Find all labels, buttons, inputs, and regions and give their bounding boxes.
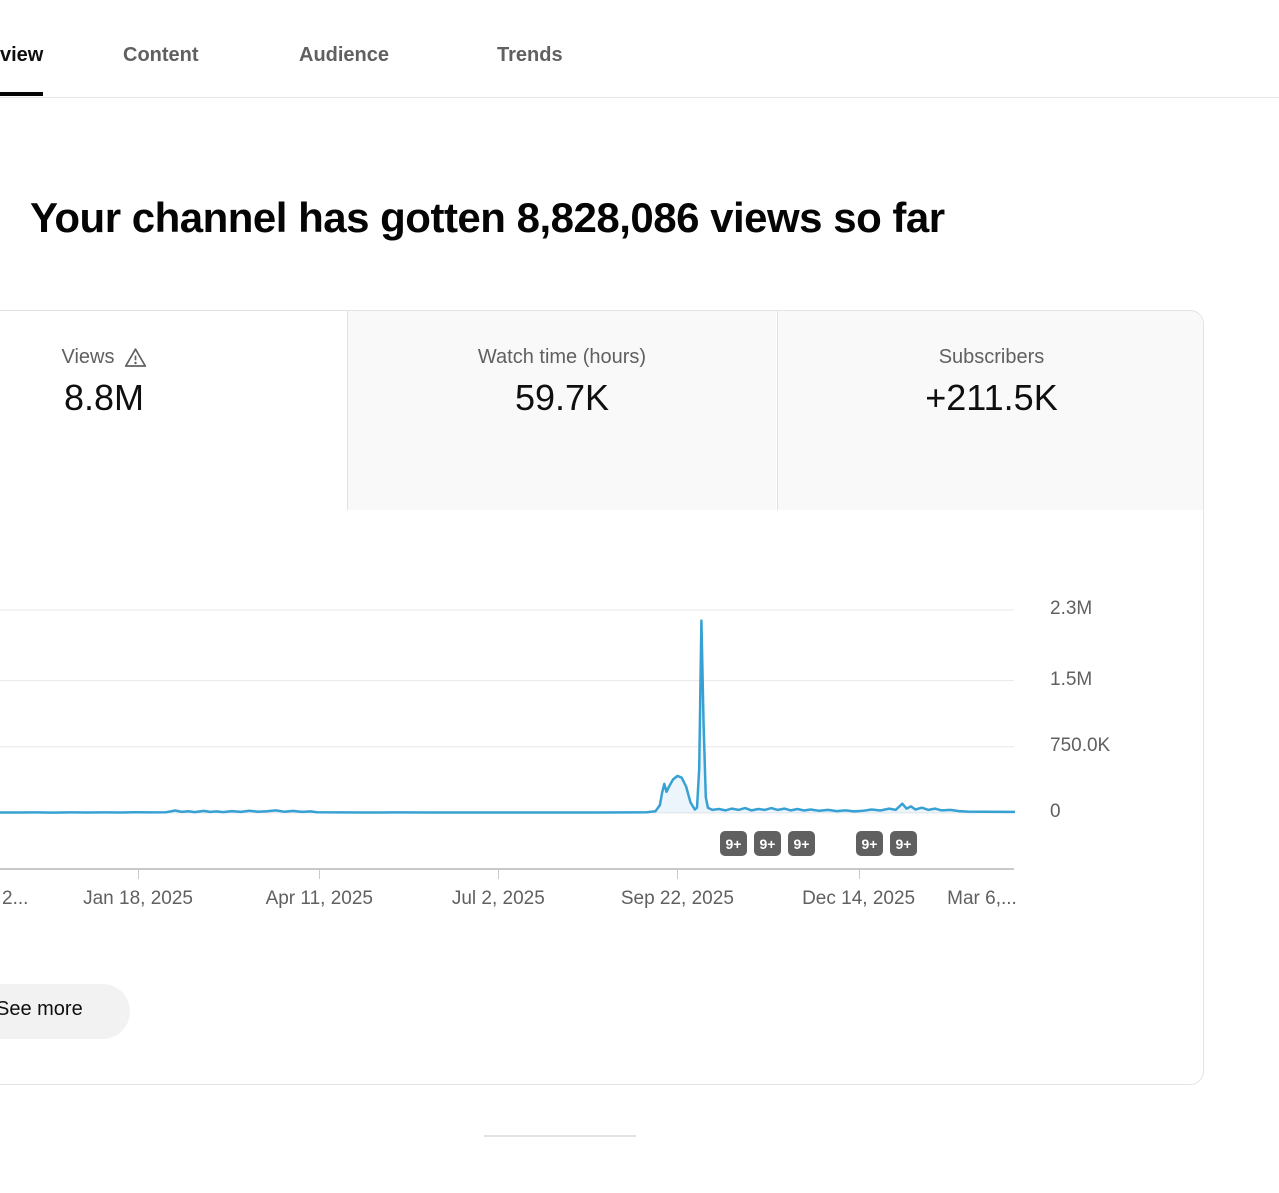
tab-trends[interactable]: Trends	[497, 44, 563, 66]
nav-divider	[0, 97, 1279, 98]
metric-label-watch-time: Watch time (hours)	[477, 346, 647, 368]
see-more-label: See more	[0, 998, 83, 1020]
metric-tab-subscribers[interactable]: Subscribers +211.5K	[778, 311, 1203, 510]
metric-value-views: 8.8M	[63, 377, 145, 418]
video-marker-badge[interactable]: 9+	[720, 831, 747, 856]
section-divider	[484, 1135, 636, 1137]
page-title: Your channel has gotten 8,828,086 views …	[30, 194, 945, 242]
metric-tab-divider	[777, 311, 778, 510]
metric-tab-watch-time[interactable]: Watch time (hours) 59.7K	[348, 311, 776, 510]
tab-overview[interactable]: view	[0, 44, 44, 66]
metric-value-subscribers: +211.5K	[925, 377, 1058, 418]
metric-value-watch-time: 59.7K	[514, 377, 610, 418]
metric-label-views: Views	[61, 346, 115, 368]
see-more-button[interactable]: See more	[0, 984, 130, 1039]
warning-icon[interactable]	[124, 347, 147, 368]
metric-label-subscribers: Subscribers	[938, 346, 1045, 368]
video-marker-badge[interactable]: 9+	[788, 831, 815, 856]
metric-tab-divider	[347, 311, 348, 510]
tab-content[interactable]: Content	[123, 44, 199, 66]
tab-audience[interactable]: Audience	[299, 44, 390, 66]
video-marker-badge[interactable]: 9+	[856, 831, 883, 856]
video-marker-badge[interactable]: 9+	[890, 831, 917, 856]
active-tab-underline	[0, 92, 43, 96]
metric-tab-views[interactable]: Views 8.8M	[0, 311, 347, 510]
analytics-card: Views 8.8M Watch time (hours) 59.7K Subs…	[0, 310, 1204, 1085]
video-marker-badge[interactable]: 9+	[754, 831, 781, 856]
